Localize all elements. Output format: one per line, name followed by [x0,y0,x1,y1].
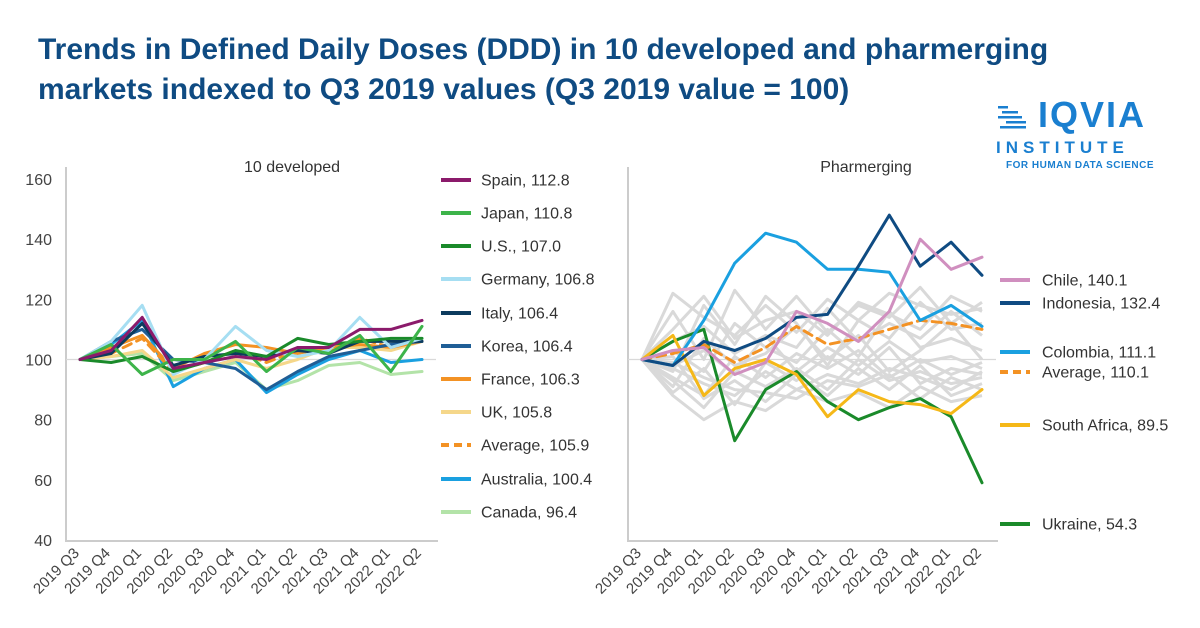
logo-word: IQVIA [1038,94,1147,135]
iqvia-logo: IQVIA INSTITUTE FOR HUMAN DATA SCIENCE [994,94,1174,180]
chart1-series-line [78,303,424,376]
chart2-series-line [640,327,984,485]
chart1-y-tick-label: 140 [25,232,52,249]
title-line-1: Trends in Defined Daily Doses (DDD) in 1… [38,33,1049,66]
chart2-panel-title: Pharmerging [820,159,912,176]
chart1-legend-label: Canada, 96.4 [481,505,577,522]
chart1-legend-label: France, 106.3 [481,372,580,389]
chart1-y-tick-label: 160 [25,172,52,189]
chart1-series-line [78,327,424,392]
chart2-series-line [640,237,984,376]
chart1-legend-label: Germany, 106.8 [481,272,595,289]
chart2-background-series-line [641,358,983,398]
chart1-legend-label: Italy, 106.4 [481,306,558,323]
chart1-y-tick-label: 60 [34,473,52,490]
chart1-y-tick-label: 120 [25,292,52,309]
chart2-background-series-line [641,358,983,401]
chart1-legend-label: U.S., 107.0 [481,239,561,256]
logo-tagline: FOR HUMAN DATA SCIENCE [1006,160,1155,171]
chart2-background-series-line [641,358,983,410]
chart2-legend-label: Indonesia, 132.4 [1042,296,1160,313]
chart1-legend-label: Spain, 112.8 [481,173,570,190]
chart1-y-tick-label: 80 [34,413,52,430]
logo-institute: INSTITUTE [996,138,1129,157]
chart1-y-tick-label: 100 [25,353,52,370]
chart1-series-line [78,315,424,370]
chart1-series-line [78,333,424,370]
chart2-legend-label: Ukraine, 54.3 [1042,517,1137,534]
chart2-legend-label: Average, 110.1 [1042,365,1149,382]
chart2-legend-label: Colombia, 111.1 [1042,345,1156,362]
chart1-series-line [78,324,424,376]
chart1-y-tick-label: 40 [34,533,52,550]
chart2-series-line [640,231,984,367]
chart1-panel-title: 10 developed [244,159,340,176]
title-line-2: markets indexed to Q3 2019 values (Q3 20… [38,73,850,106]
chart-title: Trends in Defined Daily Doses (DDD) in 1… [38,30,1178,110]
chart1-legend-label: Australia, 100.4 [481,472,592,489]
chart2-series-line [640,333,984,419]
chart2-series-line [640,318,984,364]
chart2-legend-label: Chile, 140.1 [1042,273,1127,290]
chart1-legend-label: UK, 105.8 [481,405,552,422]
logo-lines-icon [998,106,1026,129]
chart1-legend-label: Average, 105.9 [481,438,589,455]
chart2-legend-label: South Africa, 89.5 [1042,418,1168,435]
chart1-legend-label: Japan, 110.8 [481,206,572,223]
chart2-background-series-line [640,294,983,361]
chart1-legend-label: Korea, 106.4 [481,339,573,356]
